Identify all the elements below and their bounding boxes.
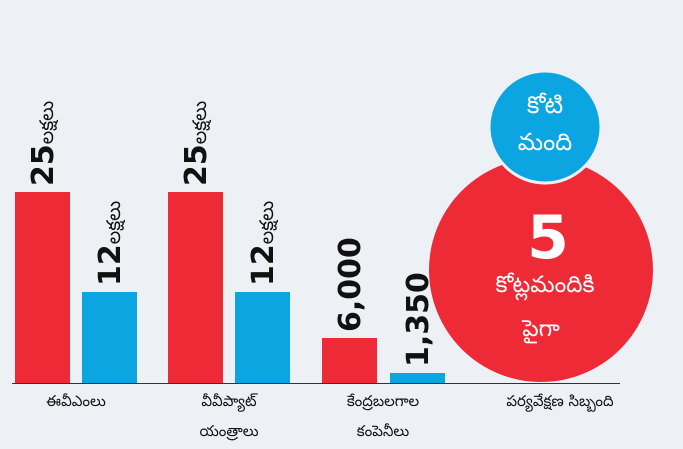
bar [82, 292, 137, 383]
bar-number: 6,000 [333, 237, 368, 332]
bar-number: 1,350 [401, 272, 436, 367]
bar-number: 12 [246, 244, 281, 286]
bar-label: 12లక్షలు [246, 201, 281, 286]
category-label: కంపెనీలు [357, 422, 409, 440]
category-label: కేంద్రబలగాల [347, 392, 420, 411]
bar-unit: లక్షలు [103, 201, 126, 244]
bar-label: 12లక్షలు [93, 201, 128, 286]
circle-text: పైగా [521, 316, 560, 344]
bar [235, 292, 290, 383]
bar-number: 25 [179, 144, 214, 186]
category-label: వీవీప్యాట్ [201, 392, 258, 412]
category-label: ఈవీఎంలు [46, 392, 106, 410]
circle-text: కోటి [527, 91, 563, 119]
blue-circle [487, 69, 603, 185]
bar [322, 338, 377, 383]
bar [15, 192, 70, 383]
bar [390, 373, 445, 383]
bar [168, 192, 223, 383]
circle-number: 5 [527, 203, 569, 273]
category-label: యంత్రాలు [199, 422, 258, 441]
bar-label: 25లక్షలు [179, 101, 214, 186]
bar-unit: లక్షలు [256, 201, 279, 244]
bar-unit: లక్షలు [189, 101, 212, 144]
red-circle [429, 158, 653, 382]
bar-unit: లక్షలు [36, 101, 59, 144]
bar-label: 25లక్షలు [26, 101, 61, 186]
circle-text: మంది [518, 128, 573, 156]
category-label: పర్యవేక్షణ సిబ్బంది [506, 392, 614, 412]
bar-number: 25 [26, 144, 61, 186]
circle-text: కోట్లమందికి [495, 272, 594, 301]
bar-number: 12 [93, 244, 128, 286]
